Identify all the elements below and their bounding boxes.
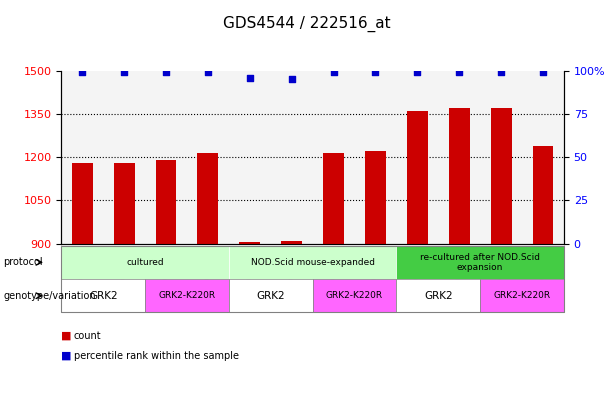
Text: genotype/variation: genotype/variation bbox=[3, 291, 96, 301]
Point bbox=[161, 69, 171, 75]
Bar bbox=[61, 71, 103, 244]
Point bbox=[538, 69, 548, 75]
Text: count: count bbox=[74, 331, 101, 341]
Bar bbox=[103, 71, 145, 244]
Point bbox=[287, 76, 297, 83]
Point bbox=[497, 69, 506, 75]
Text: GRK2: GRK2 bbox=[256, 291, 285, 301]
Point bbox=[413, 69, 422, 75]
Bar bbox=[271, 71, 313, 244]
Text: GRK2-K220R: GRK2-K220R bbox=[493, 291, 550, 300]
Bar bbox=[323, 153, 344, 244]
Text: NOD.Scid mouse-expanded: NOD.Scid mouse-expanded bbox=[251, 258, 375, 267]
Bar bbox=[239, 242, 261, 244]
Text: GRK2-K220R: GRK2-K220R bbox=[158, 291, 216, 300]
Bar bbox=[113, 163, 135, 244]
Point bbox=[454, 69, 464, 75]
Point bbox=[77, 69, 87, 75]
Text: GRK2-K220R: GRK2-K220R bbox=[326, 291, 383, 300]
Bar bbox=[490, 108, 512, 244]
Bar bbox=[72, 163, 93, 244]
Bar bbox=[438, 71, 480, 244]
Text: GDS4544 / 222516_at: GDS4544 / 222516_at bbox=[223, 16, 390, 32]
Bar bbox=[397, 71, 438, 244]
Bar bbox=[197, 153, 218, 244]
Bar bbox=[354, 71, 397, 244]
Text: ■: ■ bbox=[61, 331, 72, 341]
Point bbox=[203, 69, 213, 75]
Text: percentile rank within the sample: percentile rank within the sample bbox=[74, 351, 238, 361]
Point bbox=[119, 69, 129, 75]
Point bbox=[329, 69, 338, 75]
Text: re-cultured after NOD.Scid
expansion: re-cultured after NOD.Scid expansion bbox=[420, 253, 540, 272]
Bar bbox=[187, 71, 229, 244]
Bar bbox=[449, 108, 470, 244]
Bar bbox=[522, 71, 564, 244]
Text: ■: ■ bbox=[61, 351, 72, 361]
Bar bbox=[365, 151, 386, 244]
Bar bbox=[145, 71, 187, 244]
Bar bbox=[313, 71, 354, 244]
Bar bbox=[480, 71, 522, 244]
Bar bbox=[407, 111, 428, 244]
Point bbox=[245, 75, 255, 81]
Bar bbox=[281, 241, 302, 244]
Text: cultured: cultured bbox=[126, 258, 164, 267]
Text: GRK2: GRK2 bbox=[424, 291, 452, 301]
Text: GRK2: GRK2 bbox=[89, 291, 118, 301]
Bar bbox=[156, 160, 177, 244]
Bar bbox=[533, 146, 554, 244]
Text: protocol: protocol bbox=[3, 257, 43, 267]
Bar bbox=[229, 71, 271, 244]
Point bbox=[370, 69, 380, 75]
